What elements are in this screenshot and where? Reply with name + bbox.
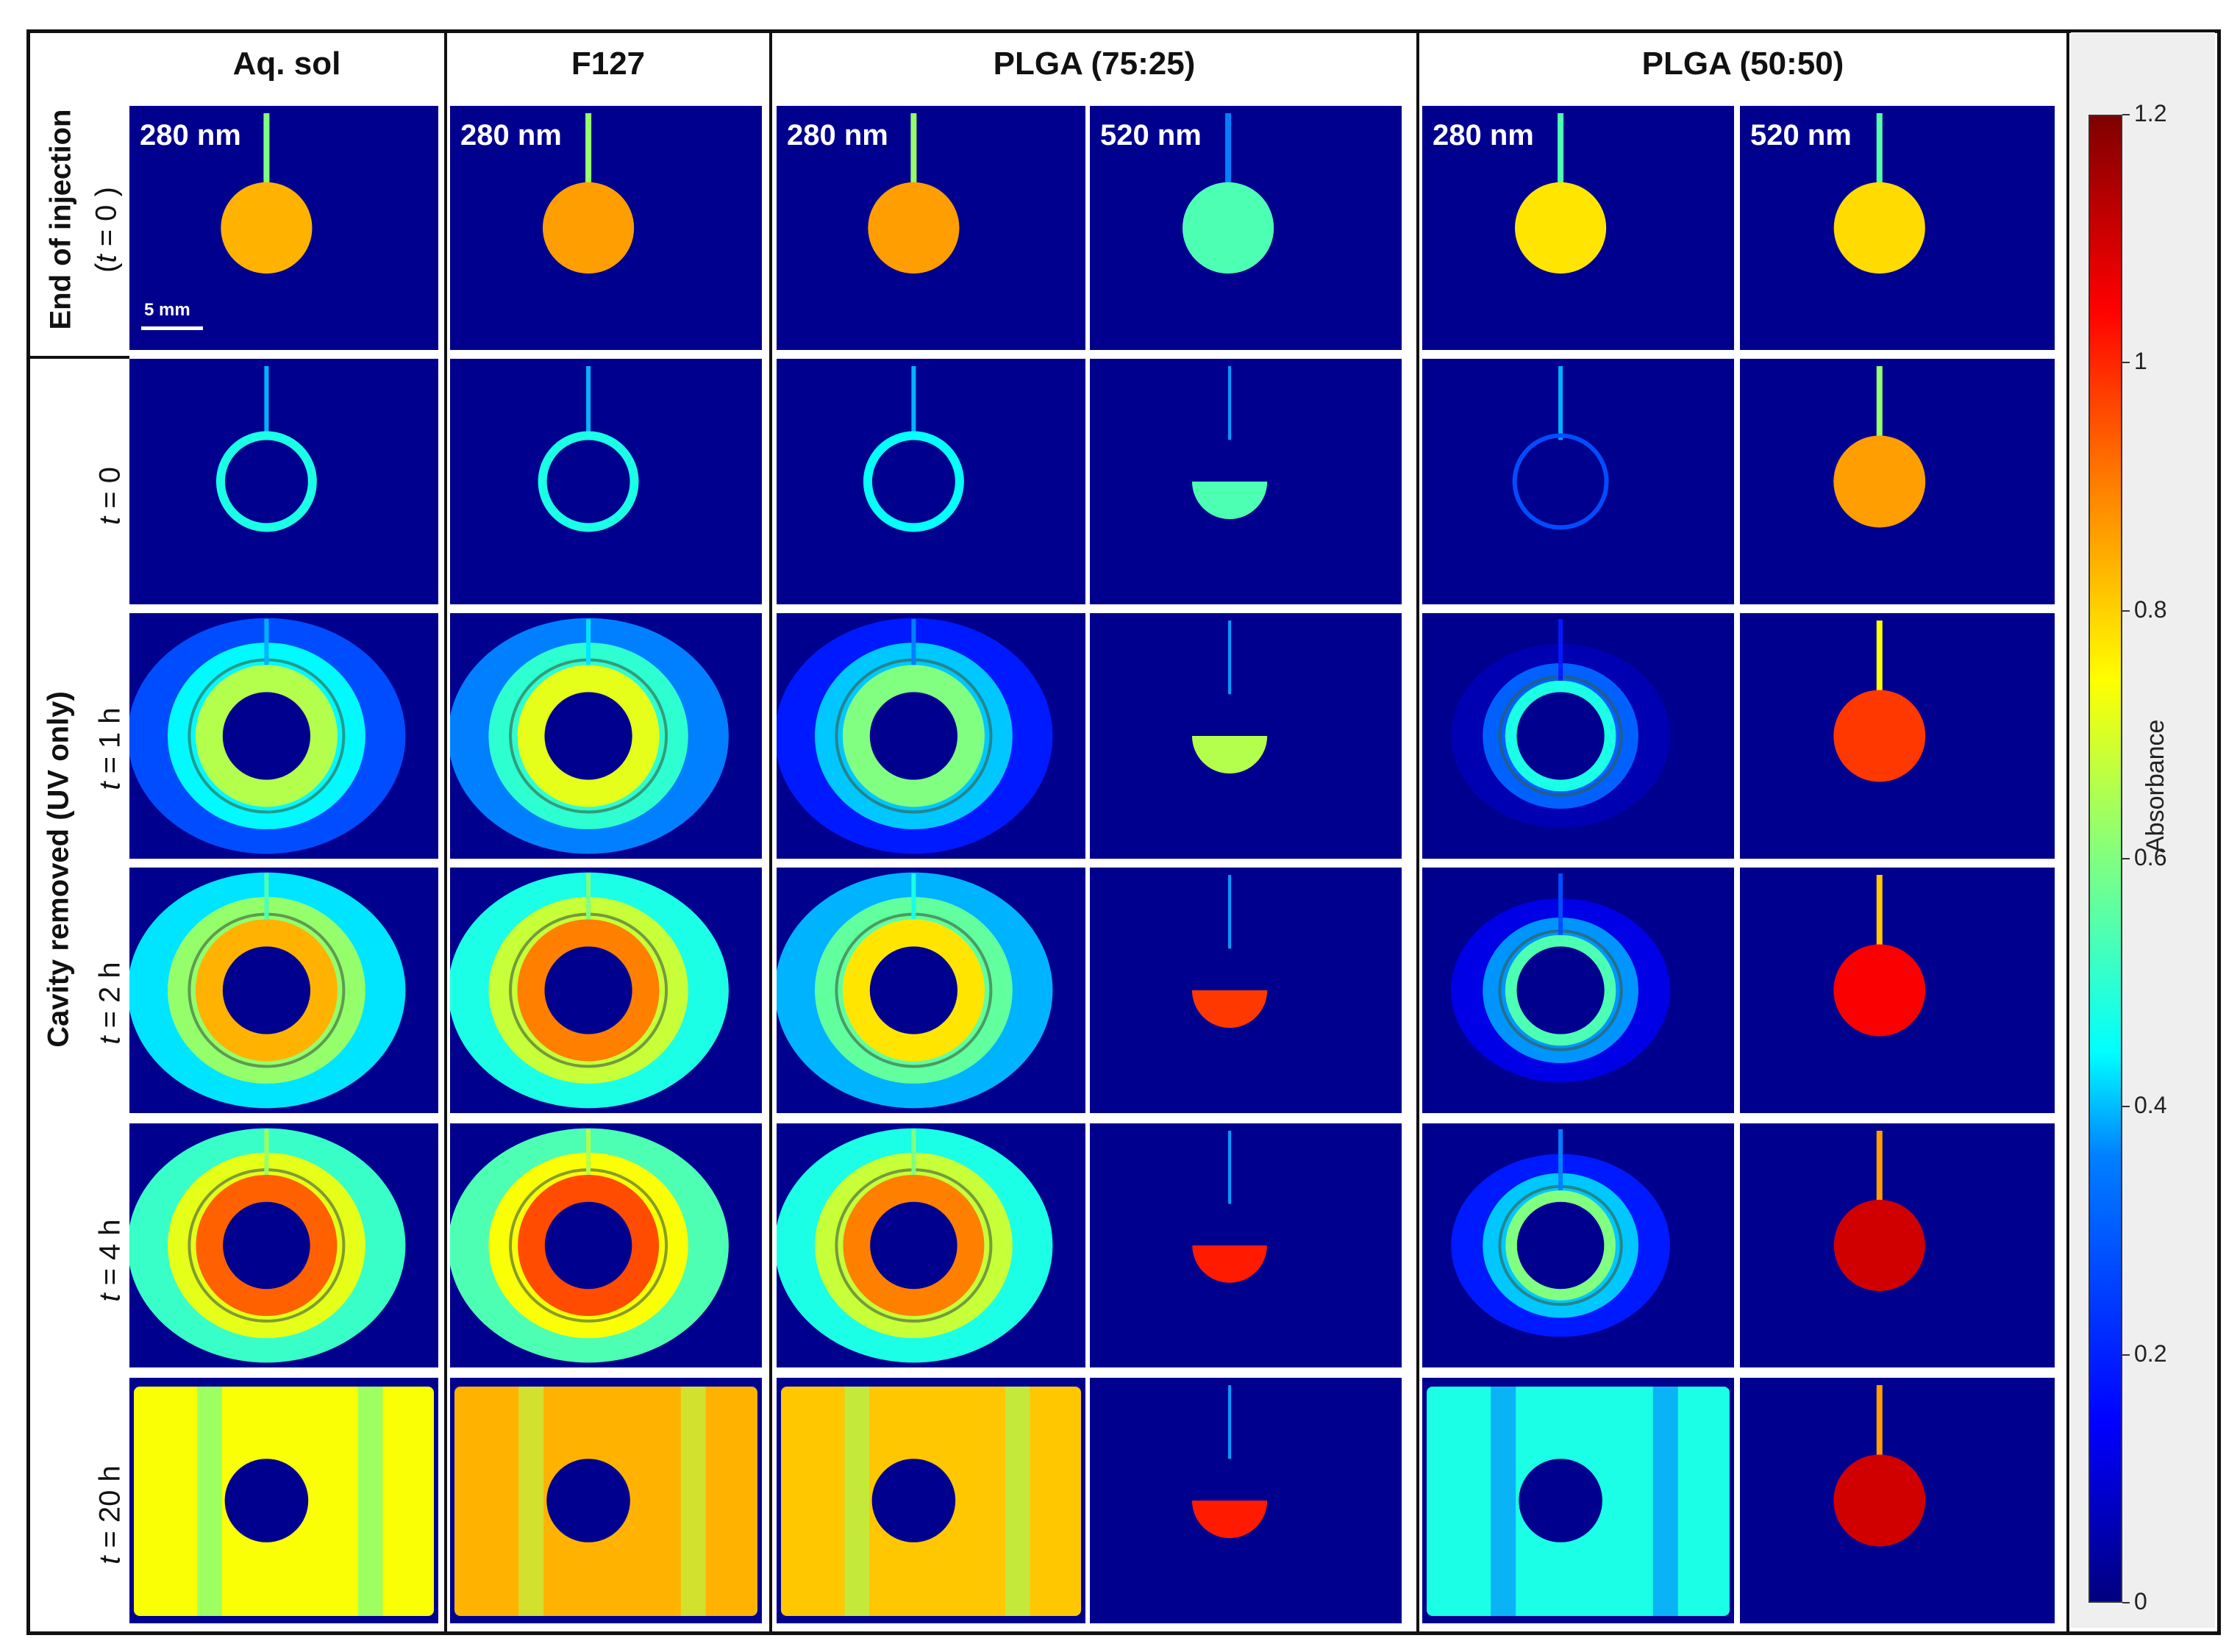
absorbance-image-plga5050-520-row-2: [1740, 613, 2055, 859]
colorbar-tick: [2122, 1106, 2130, 1108]
colorbar-tick-label: 0.8: [2134, 596, 2167, 623]
colorbar-tick: [2122, 1602, 2130, 1603]
absorbance-image-plga7525-280-row-3: [777, 868, 1085, 1113]
absorbance-image-plga7525-520-row-4: [1090, 1123, 1402, 1367]
row-label: t = 0: [93, 467, 126, 525]
absorbance-image-f127-280-row-3: [450, 868, 762, 1113]
wavelength-label: 520 nm: [1750, 119, 1852, 151]
absorbance-image-plga7525-280-row-4: [777, 1123, 1085, 1367]
colorbar-tick: [2122, 362, 2130, 364]
absorbance-image-plga5050-520-row-3: [1740, 868, 2055, 1113]
absorbance-image-f127-280-row-0: 280 nm: [450, 106, 762, 350]
column-header-plga-50-50: PLGA (50:50): [1641, 46, 1844, 82]
wavelength-label: 280 nm: [460, 119, 562, 151]
absorbance-image-plga7525-520-row-2: [1090, 613, 1402, 859]
absorbance-image-f127-280-row-1: [450, 359, 762, 604]
figure-frame: [26, 29, 2221, 1635]
row-label: t = 2 h: [93, 962, 126, 1045]
colorbar-tick-label: 0.4: [2134, 1092, 2167, 1119]
absorbance-image-plga5050-280-row-1: [1422, 359, 1734, 604]
row-label: t = 4 h: [93, 1219, 126, 1302]
absorbance-image-aq-sol-280-row-2: [129, 613, 438, 859]
absorbance-image-plga5050-280-row-3: [1422, 868, 1734, 1113]
colorbar-tick: [2122, 609, 2130, 612]
divider: [26, 356, 129, 359]
colorbar-title: Absorbance: [2141, 719, 2169, 853]
divider: [2066, 29, 2069, 1635]
wavelength-label: 280 nm: [1433, 119, 1534, 151]
column-header-aq-sol: Aq. sol: [232, 46, 341, 82]
row-label: t = 20 h: [93, 1465, 126, 1565]
absorbance-image-f127-280-row-4: [450, 1123, 762, 1367]
absorbance-image-aq-sol-280-row-4: [129, 1123, 438, 1367]
absorbance-image-f127-280-row-5: [450, 1378, 762, 1623]
wavelength-label: 280 nm: [140, 119, 241, 151]
colorbar-tick-label: 0.2: [2134, 1340, 2167, 1367]
wavelength-label: 280 nm: [787, 119, 888, 151]
row-label: t = 1 h: [93, 707, 126, 790]
scale-bar: [141, 326, 203, 330]
absorbance-image-plga5050-520-row-1: [1740, 359, 2055, 604]
colorbar-tick: [2122, 858, 2130, 859]
column-header-plga-75-25: PLGA (75:25): [993, 46, 1196, 82]
absorbance-image-plga5050-520-row-5: [1740, 1378, 2055, 1623]
absorbance-image-plga7525-520-row-5: [1090, 1378, 1402, 1623]
absorbance-image-plga5050-520-row-4: [1740, 1123, 2055, 1367]
scale-bar-label: 5 mm: [144, 300, 190, 320]
absorbance-image-f127-280-row-2: [450, 613, 762, 859]
group-label-cavity: Cavity removed (UV only): [42, 691, 75, 1048]
absorbance-image-plga7525-280-row-1: [777, 359, 1085, 604]
colorbar-tick-label: 1.2: [2134, 100, 2167, 126]
divider: [444, 29, 447, 1635]
absorbance-image-aq-sol-280-row-3: [129, 868, 438, 1113]
absorbance-image-plga5050-280-row-0: 280 nm: [1422, 106, 1734, 350]
absorbance-image-aq-sol-280-row-5: [129, 1378, 438, 1623]
colorbar: [2089, 115, 2122, 1603]
absorbance-image-plga7525-520-row-0: 520 nm: [1090, 106, 1402, 350]
absorbance-image-plga7525-280-row-2: [777, 613, 1085, 859]
absorbance-image-plga5050-520-row-0: 520 nm: [1740, 106, 2055, 350]
absorbance-image-plga7525-280-row-5: [777, 1378, 1085, 1623]
column-header-f127: F127: [571, 46, 646, 82]
absorbance-image-plga5050-280-row-4: [1422, 1123, 1734, 1367]
colorbar-tick: [2122, 1354, 2130, 1356]
colorbar-tick-label: 0: [2134, 1588, 2147, 1615]
colorbar-tick-label: 1: [2134, 348, 2147, 375]
absorbance-image-plga7525-280-row-0: 280 nm: [777, 106, 1085, 350]
absorbance-image-plga7525-520-row-3: [1090, 868, 1402, 1113]
absorbance-image-plga5050-280-row-2: [1422, 613, 1734, 859]
wavelength-label: 520 nm: [1100, 119, 1202, 151]
divider: [1416, 29, 1419, 1635]
absorbance-image-plga7525-520-row-1: [1090, 359, 1402, 604]
colorbar-tick-label: 0.6: [2134, 844, 2167, 870]
row-label-injection-time: (t = 0 ): [90, 187, 123, 273]
colorbar-tick: [2122, 114, 2130, 115]
group-label-injection: End of injection: [44, 109, 77, 330]
divider: [769, 29, 772, 1635]
absorbance-image-aq-sol-280-row-1: [129, 359, 438, 604]
absorbance-image-aq-sol-280-row-0: 280 nm 5 mm: [129, 106, 438, 350]
absorbance-image-plga5050-280-row-5: [1422, 1378, 1734, 1623]
